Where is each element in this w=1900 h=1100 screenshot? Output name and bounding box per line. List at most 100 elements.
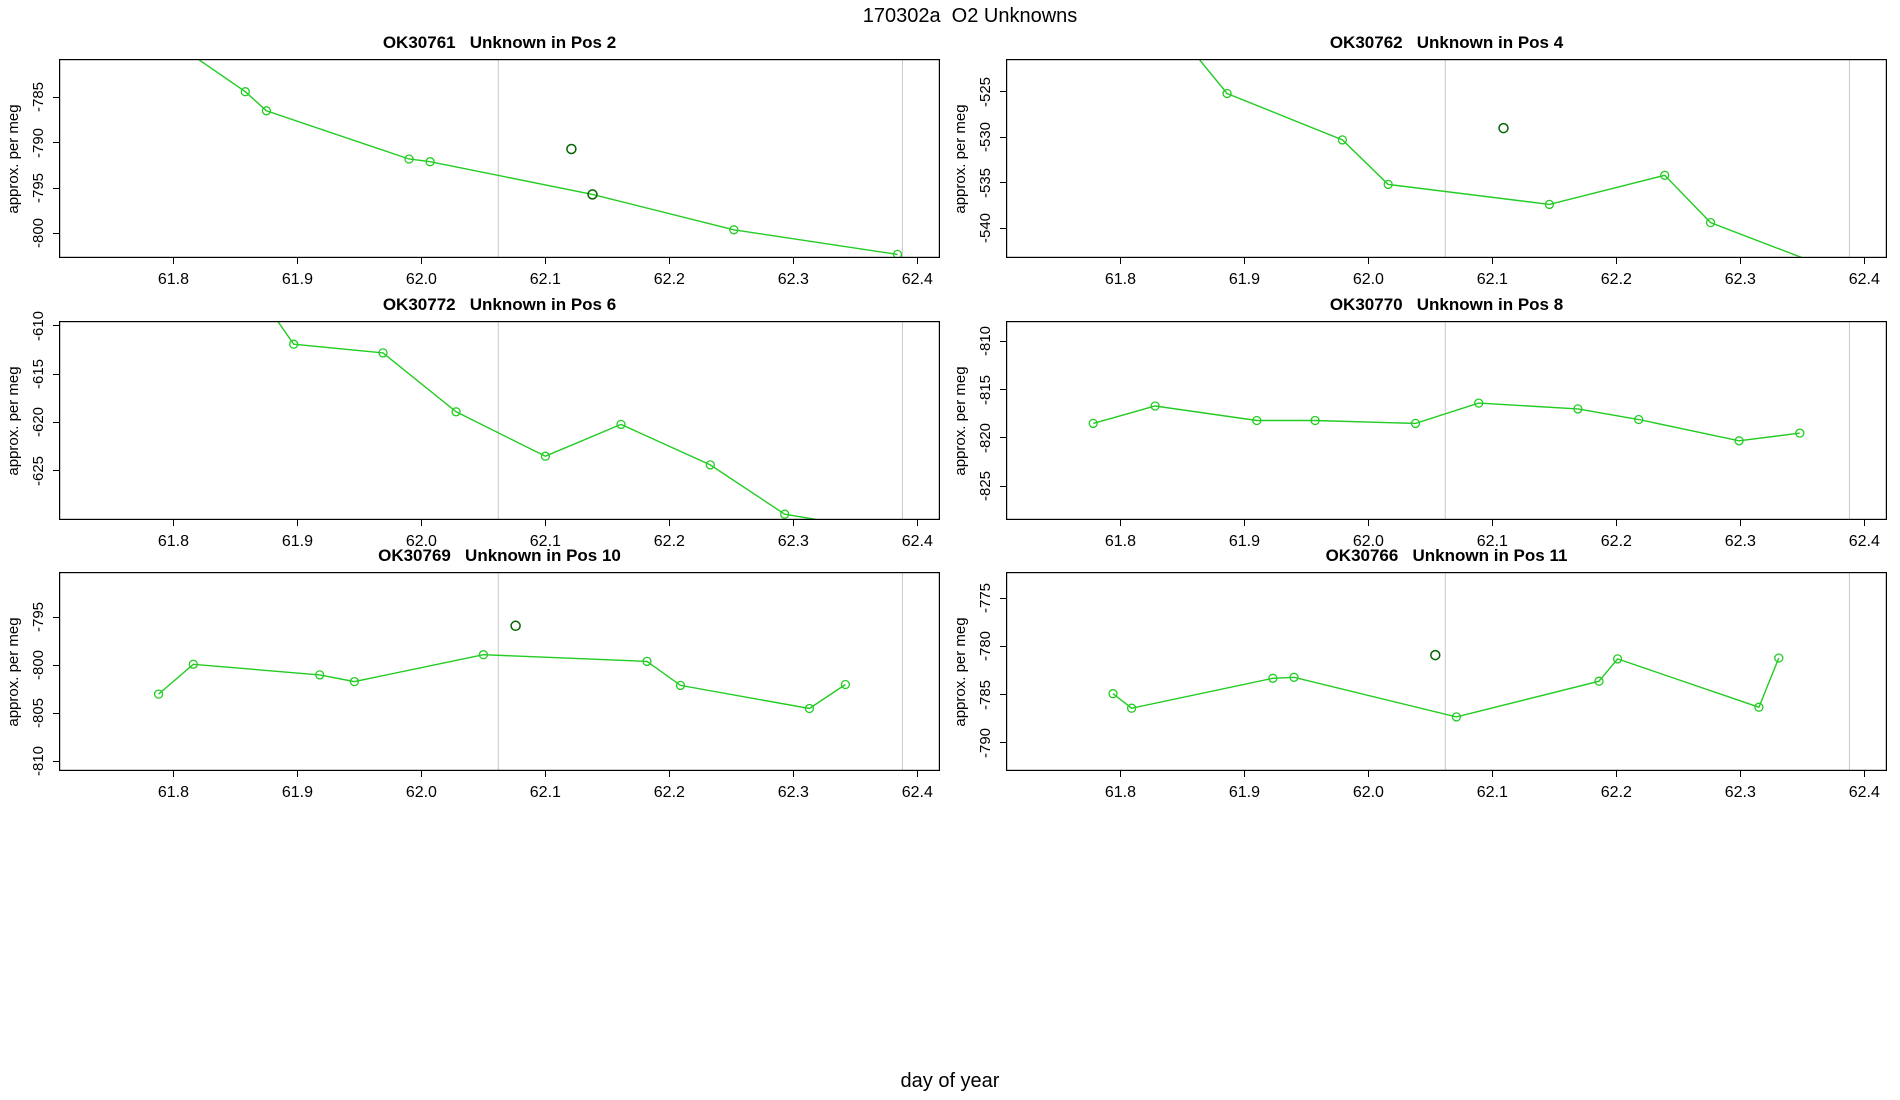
data-point-marker [1754,702,1764,712]
x-axis-tick [1367,258,1369,264]
x-axis-tick [668,771,670,777]
data-line [1093,402,1800,442]
data-point-marker [378,348,388,358]
data-point-marker [1410,418,1421,429]
panel-title: OK30772 Unknown in Pos 6 [382,295,617,314]
panel-title: OK30770 Unknown in Pos 8 [1329,295,1564,314]
y-axis-title: approx. per meg [952,365,969,476]
y-axis-tick [53,664,59,666]
data-point-marker [188,659,198,669]
x-tick-label: 62.3 [777,533,809,550]
data-point-marker [729,225,739,235]
x-tick-label: 62.0 [1352,784,1384,801]
x-tick-label: 62.3 [1724,784,1756,801]
y-axis-tick [1000,645,1006,647]
x-tick-label: 62.1 [1476,784,1508,801]
x-axis-tick [172,258,174,264]
data-point-marker [780,509,790,519]
y-tick-label: -810 [30,746,47,777]
x-tick-label: 62.2 [1600,784,1632,801]
x-tick-label: 61.9 [281,784,313,801]
y-axis-tick [1000,437,1006,439]
x-tick-label: 62.2 [653,533,685,550]
data-point-marker [804,703,815,714]
plot-area [1006,572,1887,771]
x-tick-label: 62.3 [1724,271,1756,288]
y-axis-tick [1000,340,1006,342]
data-point-marker [261,106,272,116]
x-tick-label: 62.0 [1352,533,1384,550]
x-tick-label: 61.8 [157,533,189,550]
panel-title: OK30769 Unknown in Pos 10 [378,546,621,565]
data-line [276,321,824,520]
data-point-marker [1108,689,1118,699]
x-tick-label: 62.0 [405,533,437,550]
x-tick-label: 62.4 [1848,271,1880,288]
data-point-marker [404,154,414,164]
x-tick-label: 62.2 [1600,533,1632,550]
x-axis-tick [420,258,422,264]
x-axis-tick [1243,258,1245,264]
x-axis-tick [1863,771,1865,777]
flagged-point-marker [1498,122,1509,134]
data-point-marker [1705,217,1716,228]
x-axis-tick [544,258,546,264]
x-axis-tick [916,771,918,777]
x-tick-label: 61.9 [1228,784,1260,801]
y-axis-tick [1000,227,1006,229]
data-point-marker [642,656,652,667]
flagged-point-marker [510,620,521,632]
x-tick-label: 62.4 [901,271,933,288]
data-point-marker [1088,418,1098,429]
x-axis-tick [1491,258,1493,264]
data-point-marker [1594,676,1604,686]
x-axis-tick [916,258,918,264]
y-axis-tick [53,712,59,714]
data-point-marker [315,670,325,680]
x-tick-label: 62.3 [777,784,809,801]
x-axis-tick [296,771,298,777]
panel-title: OK30761 Unknown in Pos 2 [382,33,617,52]
x-axis-tick [420,771,422,777]
plot-box [1006,321,1887,520]
y-tick-label: -540 [977,212,994,244]
x-tick-label: 61.9 [281,533,313,550]
x-axis-tick [1119,258,1121,264]
plot-box [59,321,940,520]
plot-area [59,572,940,771]
plot-area [59,321,940,520]
x-tick-label: 62.2 [653,271,685,288]
x-axis-tick [544,520,546,526]
x-axis-tick [296,258,298,264]
x-tick-label: 62.0 [1352,271,1384,288]
y-axis-tick [1000,182,1006,184]
y-axis-tick [1000,91,1006,93]
x-axis-tick [1739,771,1741,777]
x-axis-tick [1243,771,1245,777]
x-tick-label: 62.1 [529,784,561,801]
x-axis-tick [668,520,670,526]
y-tick-label: -625 [30,455,47,486]
data-point-marker [425,157,435,167]
y-axis-tick [53,96,59,98]
data-point-marker [1451,712,1462,722]
x-axis-tick [1119,771,1121,777]
y-axis-tick [53,470,59,472]
x-tick-label: 61.8 [1104,271,1136,288]
data-point-marker [451,407,461,417]
x-axis-tick [1739,258,1741,264]
y-axis-tick [53,760,59,762]
data-point-marker [349,676,360,687]
y-tick-label: -800 [30,218,47,249]
y-axis-tick [53,421,59,423]
x-tick-label: 62.3 [1724,533,1756,550]
x-tick-label: 61.9 [1228,533,1260,550]
x-tick-label: 61.9 [1228,271,1260,288]
y-axis-title: approx. per meg [5,365,22,476]
chart-panel: OK30772 Unknown in Pos 6 61.8 61.9 62.0 62.1… [5,295,940,550]
data-point-marker [705,460,715,470]
x-axis-tick [1367,771,1369,777]
y-axis-tick [53,325,59,327]
x-tick-label: 61.8 [157,784,189,801]
